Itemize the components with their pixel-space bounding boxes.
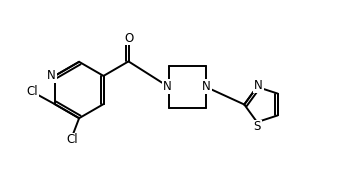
Text: N: N bbox=[254, 79, 263, 92]
Text: N: N bbox=[163, 80, 172, 93]
Text: O: O bbox=[124, 31, 133, 44]
Text: Cl: Cl bbox=[67, 133, 78, 147]
Text: S: S bbox=[253, 120, 261, 133]
Text: Cl: Cl bbox=[26, 85, 38, 98]
Text: N: N bbox=[47, 69, 56, 82]
Text: N: N bbox=[202, 80, 211, 93]
